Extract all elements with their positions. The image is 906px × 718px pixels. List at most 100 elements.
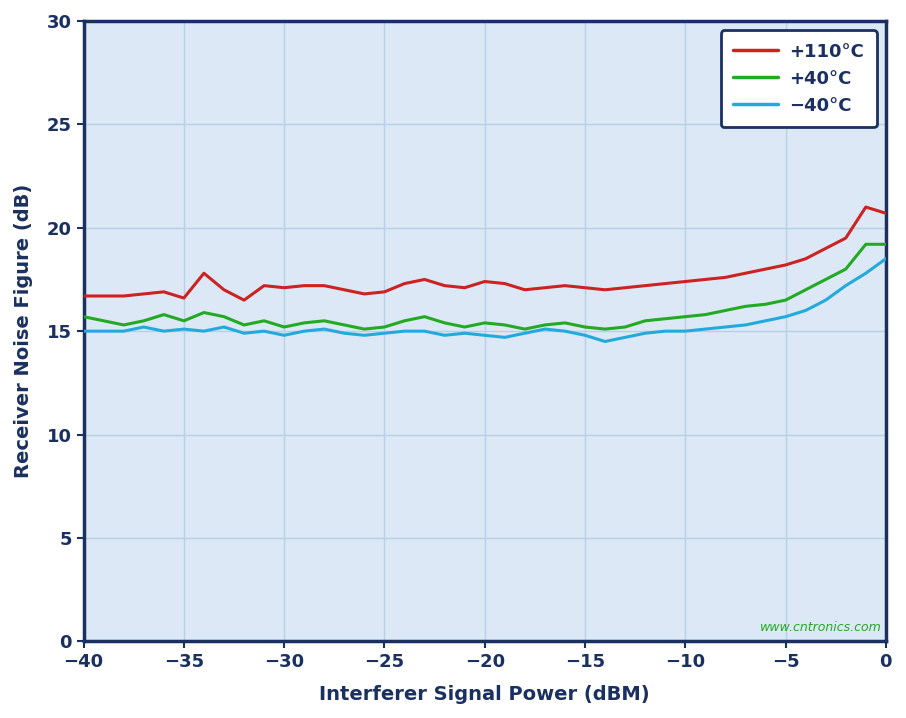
+110°C xyxy=(98,292,109,300)
+110°C xyxy=(459,284,470,292)
+110°C xyxy=(499,279,510,288)
+110°C xyxy=(539,284,550,292)
−40°C xyxy=(539,325,550,333)
−40°C xyxy=(279,331,290,340)
+40°C xyxy=(760,300,771,309)
+40°C xyxy=(881,240,892,248)
−40°C xyxy=(178,325,189,333)
+110°C xyxy=(560,281,571,290)
+110°C xyxy=(620,284,631,292)
−40°C xyxy=(159,327,169,335)
+110°C xyxy=(198,269,209,278)
+40°C xyxy=(159,310,169,319)
+110°C xyxy=(379,287,390,296)
+40°C xyxy=(820,275,831,284)
+40°C xyxy=(740,302,751,311)
+40°C xyxy=(238,321,249,330)
+110°C xyxy=(119,292,130,300)
+40°C xyxy=(780,296,791,304)
+40°C xyxy=(218,312,229,321)
+110°C xyxy=(218,286,229,294)
−40°C xyxy=(419,327,430,335)
−40°C xyxy=(600,337,611,346)
−40°C xyxy=(519,329,530,337)
+110°C xyxy=(139,289,149,298)
+40°C xyxy=(560,319,571,327)
+40°C xyxy=(258,317,269,325)
+110°C xyxy=(279,284,290,292)
+110°C xyxy=(840,234,851,243)
+40°C xyxy=(419,312,430,321)
−40°C xyxy=(359,331,370,340)
−40°C xyxy=(620,333,631,342)
+110°C xyxy=(740,269,751,278)
−40°C xyxy=(238,329,249,337)
+110°C xyxy=(359,289,370,298)
+110°C xyxy=(78,292,89,300)
+40°C xyxy=(178,317,189,325)
+110°C xyxy=(238,296,249,304)
+40°C xyxy=(519,325,530,333)
−40°C xyxy=(479,331,490,340)
Line: +110°C: +110°C xyxy=(83,207,886,300)
+110°C xyxy=(760,265,771,274)
−40°C xyxy=(820,296,831,304)
−40°C xyxy=(399,327,410,335)
Y-axis label: Receiver Noise Figure (dB): Receiver Noise Figure (dB) xyxy=(14,184,33,478)
+40°C xyxy=(379,322,390,331)
+110°C xyxy=(519,286,530,294)
+40°C xyxy=(78,312,89,321)
−40°C xyxy=(459,329,470,337)
+110°C xyxy=(861,202,872,211)
+110°C xyxy=(159,287,169,296)
+40°C xyxy=(359,325,370,333)
−40°C xyxy=(319,325,330,333)
+40°C xyxy=(640,317,651,325)
−40°C xyxy=(499,333,510,342)
−40°C xyxy=(740,321,751,330)
+40°C xyxy=(139,317,149,325)
+40°C xyxy=(479,319,490,327)
+40°C xyxy=(459,322,470,331)
−40°C xyxy=(881,254,892,263)
+40°C xyxy=(279,322,290,331)
−40°C xyxy=(840,281,851,290)
+40°C xyxy=(319,317,330,325)
+110°C xyxy=(399,279,410,288)
−40°C xyxy=(78,327,89,335)
+110°C xyxy=(600,286,611,294)
+40°C xyxy=(700,310,711,319)
+40°C xyxy=(840,265,851,274)
+40°C xyxy=(299,319,310,327)
+40°C xyxy=(439,319,450,327)
X-axis label: Interferer Signal Power (dBM): Interferer Signal Power (dBM) xyxy=(320,685,650,704)
+110°C xyxy=(178,294,189,302)
+110°C xyxy=(720,273,731,281)
−40°C xyxy=(119,327,130,335)
+40°C xyxy=(720,306,731,314)
−40°C xyxy=(218,322,229,331)
−40°C xyxy=(258,327,269,335)
+110°C xyxy=(780,261,791,269)
−40°C xyxy=(800,306,811,314)
+110°C xyxy=(439,281,450,290)
−40°C xyxy=(700,325,711,333)
+40°C xyxy=(339,321,350,330)
−40°C xyxy=(439,331,450,340)
−40°C xyxy=(780,312,791,321)
+110°C xyxy=(419,275,430,284)
+110°C xyxy=(680,277,690,286)
+40°C xyxy=(580,322,591,331)
+110°C xyxy=(339,286,350,294)
+40°C xyxy=(620,322,631,331)
−40°C xyxy=(660,327,670,335)
+40°C xyxy=(600,325,611,333)
−40°C xyxy=(299,327,310,335)
−40°C xyxy=(680,327,690,335)
+40°C xyxy=(119,321,130,330)
−40°C xyxy=(760,317,771,325)
+110°C xyxy=(820,244,831,253)
−40°C xyxy=(98,327,109,335)
+40°C xyxy=(660,314,670,323)
+40°C xyxy=(198,308,209,317)
